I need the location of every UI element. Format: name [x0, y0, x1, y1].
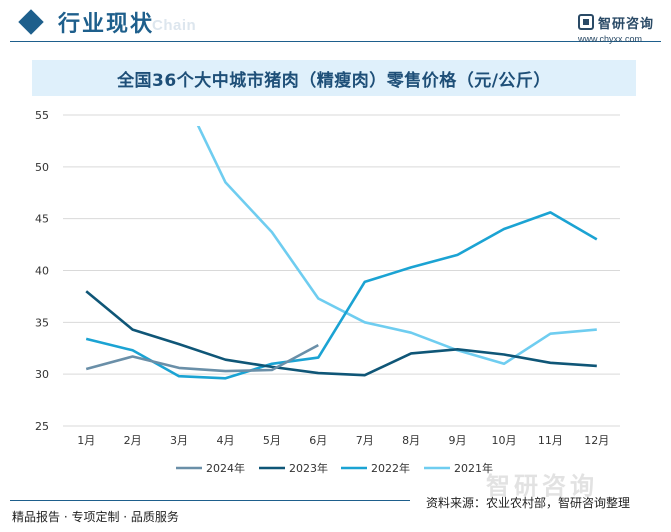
series-line	[85, 343, 319, 373]
legend-label: 2022年	[371, 461, 410, 475]
y-tick-label: 35	[35, 316, 49, 329]
footer-tags: 精品报告 · 专项定制 · 品质服务	[12, 510, 179, 524]
y-tick-label: 50	[35, 161, 49, 174]
series-line	[85, 211, 598, 380]
x-tick-label: 4月	[216, 434, 234, 447]
header-divider	[10, 41, 661, 42]
chart-title: 全国36个大中城市猪肉（精瘦肉）零售价格（元/公斤）	[117, 70, 551, 91]
x-tick-label: 9月	[449, 434, 467, 447]
x-tick-label: 7月	[356, 434, 374, 447]
watermark: 智研咨询	[486, 472, 598, 500]
footer-divider	[10, 500, 410, 501]
section-header: 行业现状 Chain	[0, 0, 671, 46]
series-line	[196, 126, 597, 366]
series-line	[85, 290, 597, 377]
logo-name: 智研咨询	[598, 17, 655, 32]
x-tick-label: 8月	[402, 434, 420, 447]
x-tick-label: 5月	[263, 434, 281, 447]
y-tick-label: 55	[35, 109, 49, 122]
y-tick-label: 30	[35, 368, 49, 381]
legend-label: 2024年	[206, 461, 245, 475]
x-tick-label: 10月	[491, 434, 516, 447]
x-tick-label: 2月	[124, 434, 142, 447]
ghost-text: Chain	[152, 17, 197, 34]
section-title: 行业现状	[58, 12, 155, 37]
logo-url: www.chyxx.com	[578, 34, 643, 44]
logo-icon	[578, 14, 594, 30]
data-source: 资料来源：农业农村部，智研咨询整理	[426, 496, 631, 510]
legend-label: 2021年	[454, 461, 493, 475]
chart-title-band: 全国36个大中城市猪肉（精瘦肉）零售价格（元/公斤）	[32, 60, 636, 96]
x-tick-label: 12月	[584, 434, 609, 447]
x-tick-label: 6月	[309, 434, 327, 447]
y-tick-label: 25	[35, 420, 49, 433]
brand-logo: 智研咨询 www.chyxx.com	[578, 12, 668, 46]
x-tick-label: 11月	[538, 434, 563, 447]
y-tick-label: 40	[35, 265, 49, 278]
legend-label: 2023年	[289, 461, 328, 475]
y-tick-label: 45	[35, 213, 49, 226]
x-tick-label: 1月	[77, 434, 95, 447]
x-tick-label: 3月	[170, 434, 188, 447]
